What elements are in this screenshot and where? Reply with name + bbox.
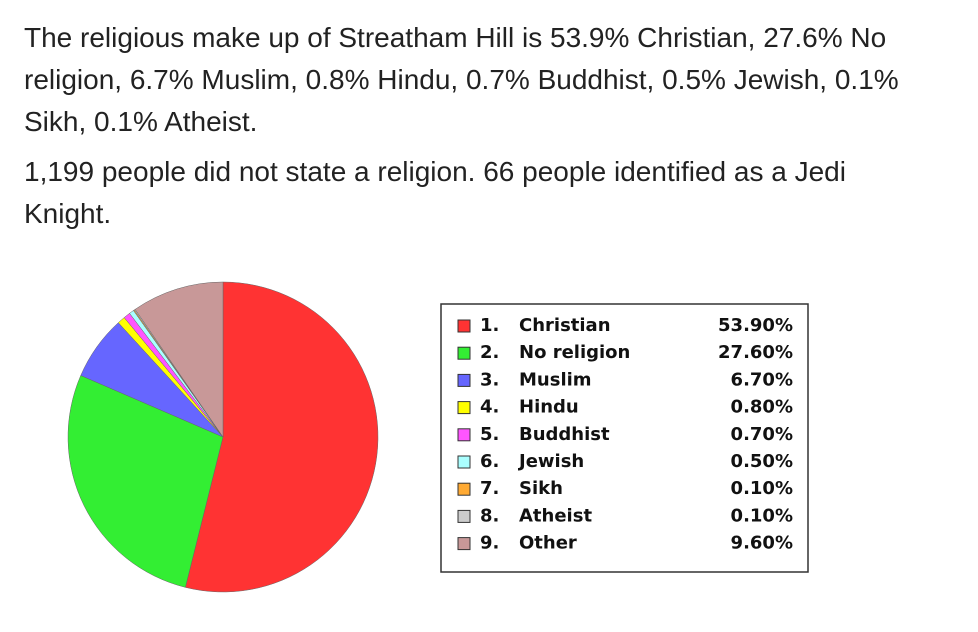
legend-value: 0.10%: [731, 505, 793, 526]
legend-label: Other: [519, 533, 577, 554]
legend-swatch: [457, 346, 471, 360]
pie-slice: [67, 375, 224, 588]
pie-slice: [185, 281, 379, 593]
legend-index: 8.: [480, 505, 499, 526]
legend-swatch: [457, 319, 471, 333]
legend-label: No religion: [519, 342, 630, 363]
legend-index: 9.: [480, 533, 499, 554]
legend-value: 0.50%: [731, 451, 793, 472]
legend-label: Christian: [519, 315, 611, 336]
legend-value: 53.90%: [718, 315, 793, 336]
legend-value: 0.80%: [731, 397, 793, 418]
legend-label: Hindu: [519, 397, 579, 418]
paragraph: 1,199 people did not state a religion. 6…: [24, 156, 846, 229]
legend-value: 0.10%: [731, 478, 793, 499]
legend-swatch: [457, 537, 471, 551]
legend-value: 0.70%: [731, 424, 793, 445]
legend-box: [440, 303, 809, 573]
legend-swatch: [457, 428, 471, 442]
paragraph: The religious make up of Streatham Hill …: [24, 22, 899, 137]
legend-swatch: [457, 401, 471, 415]
legend-index: 7.: [480, 478, 499, 499]
legend-index: 2.: [480, 342, 499, 363]
legend-label: Buddhist: [519, 424, 610, 445]
legend-value: 27.60%: [718, 342, 793, 363]
legend-swatch: [457, 482, 471, 496]
legend-value: 9.60%: [731, 533, 793, 554]
legend-value: 6.70%: [731, 369, 793, 390]
legend-swatch: [457, 509, 471, 523]
legend-index: 4.: [480, 397, 499, 418]
pie-slice: [134, 281, 224, 438]
legend-label: Muslim: [519, 369, 592, 390]
legend-label: Jewish: [517, 451, 584, 472]
legend-swatch: [457, 455, 471, 469]
legend-label: Atheist: [519, 505, 592, 526]
legend-swatch: [457, 373, 471, 387]
legend-label: Sikh: [519, 478, 563, 499]
legend-index: 5.: [480, 424, 499, 445]
legend-index: 3.: [480, 369, 499, 390]
legend-index: 6.: [480, 451, 499, 472]
legend-index: 1.: [480, 315, 499, 336]
